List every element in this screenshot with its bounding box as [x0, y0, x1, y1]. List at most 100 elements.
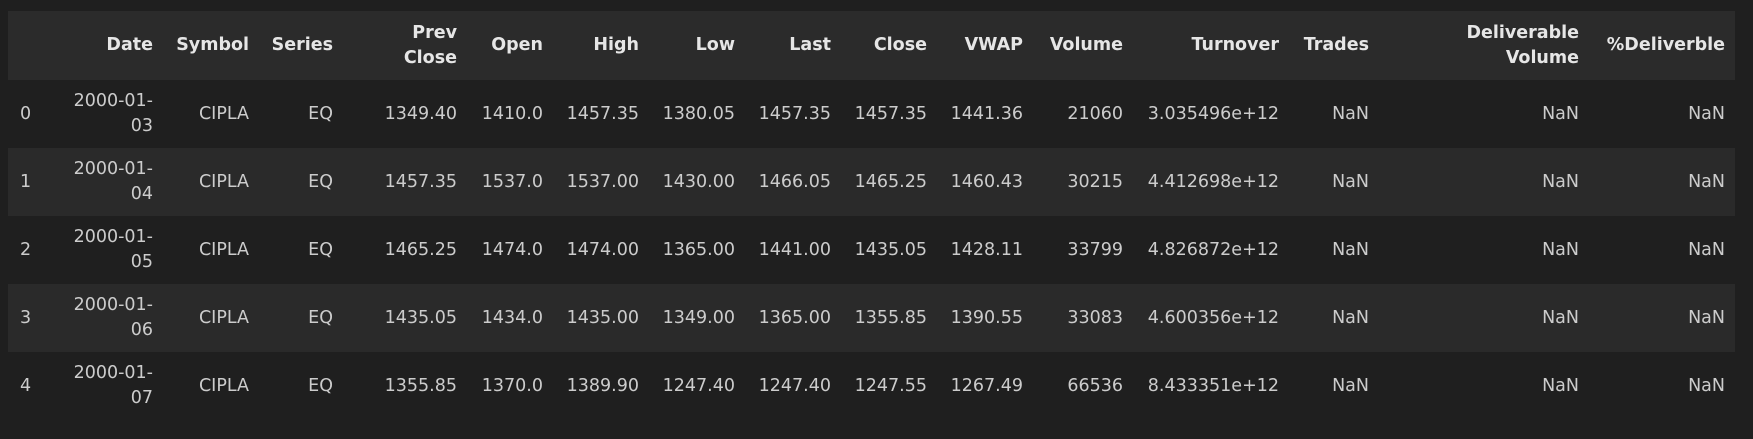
table-row: 1 2000-01- 04 CIPLA EQ 1457.35 1537.0 1537.00 14…	[8, 148, 1735, 216]
table-body: 0 2000-01- 03 CIPLA EQ 1349.40 1410.0 1457.35 13…	[8, 80, 1735, 420]
dataframe-output: Date Symbol Series Prev Close Open High Low Last…	[8, 11, 1735, 420]
table-cell: EQ	[308, 171, 333, 192]
table-cell: 1267.49	[950, 375, 1023, 396]
table-cell-date: 2000-01- 07	[48, 352, 163, 420]
column-header-text: VWAP	[964, 35, 1023, 55]
column-header: Volume	[1033, 11, 1133, 80]
table-cell: 1430.00	[662, 171, 735, 192]
table-cell: 21060	[1067, 103, 1123, 124]
table-cell: 1355.85	[854, 307, 927, 328]
table-cell: 1537.0	[481, 171, 543, 192]
date-part: 2000-01-	[73, 91, 153, 111]
column-header: High	[553, 11, 649, 80]
column-header: Date	[48, 11, 163, 80]
table-cell-date: 2000-01- 05	[48, 216, 163, 284]
table-cell: 1355.85	[384, 375, 457, 396]
column-header-text: Deliverable	[1466, 22, 1579, 43]
table-cell: 1474.00	[566, 239, 639, 260]
table-cell: NaN	[1688, 171, 1725, 192]
column-header-text: High	[593, 35, 639, 55]
row-index: 2	[20, 239, 32, 260]
column-header: Trades	[1289, 11, 1379, 80]
column-header: Turnover	[1133, 11, 1289, 80]
date-part: 07	[130, 388, 153, 408]
column-header-text: Date	[106, 35, 153, 55]
column-header: Series	[259, 11, 343, 80]
date-part: 2000-01-	[73, 159, 153, 179]
column-header: Symbol	[163, 11, 259, 80]
column-header: Close	[841, 11, 937, 80]
table-cell: 8.433351e+12	[1147, 375, 1279, 396]
table-cell: 1435.05	[384, 307, 457, 328]
table-cell: 1435.00	[566, 307, 639, 328]
table-cell: CIPLA	[198, 239, 249, 260]
dataframe-table: Date Symbol Series Prev Close Open High Low Last…	[8, 11, 1735, 420]
table-cell: EQ	[308, 375, 333, 396]
table-cell: CIPLA	[198, 171, 249, 192]
table-cell: NaN	[1688, 103, 1725, 124]
date-part: 2000-01-	[73, 363, 153, 383]
column-header-text: Close	[873, 35, 927, 55]
table-row: 0 2000-01- 03 CIPLA EQ 1349.40 1410.0 1457.35 13…	[8, 80, 1735, 148]
table-header: Date Symbol Series Prev Close Open High Low Last…	[8, 11, 1735, 80]
table-cell: 1466.05	[758, 171, 831, 192]
column-header-text: Series	[271, 35, 333, 55]
table-cell: 1389.90	[566, 375, 639, 396]
date-part: 2000-01-	[73, 295, 153, 315]
table-cell: 66536	[1067, 375, 1123, 396]
table-cell: CIPLA	[198, 103, 249, 124]
column-header-text: Symbol	[176, 35, 249, 55]
table-cell: 1441.36	[950, 103, 1023, 124]
table-cell: 1465.25	[854, 171, 927, 192]
table-cell: 1390.55	[950, 307, 1023, 328]
column-header-text: Trades	[1303, 35, 1369, 55]
table-cell: NaN	[1542, 307, 1579, 328]
table-cell: 30215	[1067, 171, 1123, 192]
table-cell: 1349.40	[384, 103, 457, 124]
table-row: 2 2000-01- 05 CIPLA EQ 1465.25 1474.0 1474.00 13…	[8, 216, 1735, 284]
table-cell: 1441.00	[758, 239, 831, 260]
column-header-index	[8, 11, 48, 80]
table-cell: NaN	[1332, 239, 1369, 260]
table-cell: NaN	[1688, 307, 1725, 328]
column-header-text: Turnover	[1191, 35, 1280, 55]
table-cell: 1247.40	[758, 375, 831, 396]
table-cell: 1370.0	[481, 375, 543, 396]
table-cell: 1365.00	[758, 307, 831, 328]
table-cell: 1460.43	[950, 171, 1023, 192]
table-cell: 33799	[1067, 239, 1123, 260]
table-cell: 1410.0	[481, 103, 543, 124]
column-header: %Deliverble	[1589, 11, 1735, 80]
column-header: Prev Close	[343, 11, 467, 80]
date-part: 03	[130, 116, 153, 136]
table-cell: NaN	[1332, 307, 1369, 328]
table-cell: NaN	[1332, 171, 1369, 192]
table-cell: NaN	[1332, 375, 1369, 396]
table-cell: 1247.55	[854, 375, 927, 396]
column-header-text: Volume	[1505, 47, 1579, 68]
table-cell: 3.035496e+12	[1147, 103, 1279, 124]
table-cell: 1457.35	[566, 103, 639, 124]
table-cell: 1349.00	[662, 307, 735, 328]
table-cell-date: 2000-01- 06	[48, 284, 163, 352]
date-part: 2000-01-	[73, 227, 153, 247]
column-header-text: Last	[789, 35, 831, 55]
table-row: 3 2000-01- 06 CIPLA EQ 1435.05 1434.0 1435.00 13…	[8, 284, 1735, 352]
table-cell: 4.600356e+12	[1147, 307, 1279, 328]
table-cell: 1247.40	[662, 375, 735, 396]
date-part: 04	[130, 184, 153, 204]
table-cell: EQ	[308, 239, 333, 260]
column-header: Last	[745, 11, 841, 80]
table-row: 4 2000-01- 07 CIPLA EQ 1355.85 1370.0 1389.90 12…	[8, 352, 1735, 420]
table-cell: 1365.00	[662, 239, 735, 260]
table-cell: CIPLA	[198, 307, 249, 328]
table-cell: NaN	[1332, 103, 1369, 124]
table-cell: 1465.25	[384, 239, 457, 260]
table-cell: NaN	[1542, 171, 1579, 192]
date-part: 05	[130, 252, 153, 272]
column-header-text: Low	[695, 35, 735, 55]
table-cell: EQ	[308, 103, 333, 124]
row-index: 0	[20, 103, 32, 124]
table-cell: 1434.0	[481, 307, 543, 328]
table-cell: 1380.05	[662, 103, 735, 124]
